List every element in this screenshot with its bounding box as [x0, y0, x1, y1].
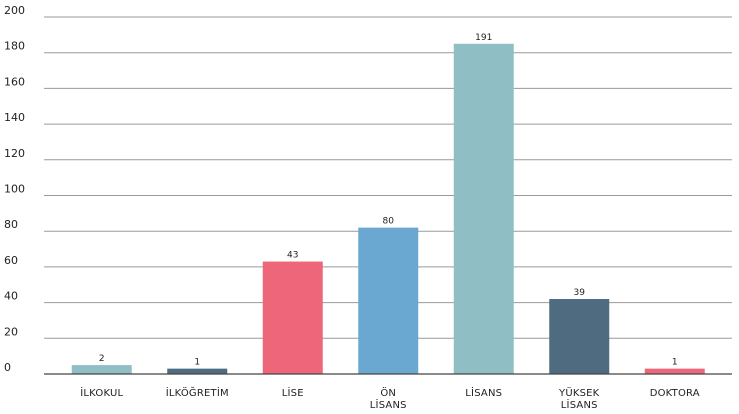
x-category-label: İLKOKUL: [80, 386, 123, 399]
y-axis-tick-labels: 0 20 40 60 80 100 120 140 160 180 200: [4, 4, 25, 374]
y-tick-label: 0: [4, 361, 11, 374]
y-tick-label: 120: [4, 147, 25, 160]
bar-value-label: 43: [287, 251, 298, 261]
bar-value-label: 191: [475, 33, 492, 43]
bar-value-label: 2: [99, 354, 105, 364]
y-tick-label: 20: [4, 325, 18, 338]
y-tick-label: 100: [4, 183, 25, 196]
x-category-label: YÜKSEK LİSANS: [558, 386, 600, 411]
bar: [167, 368, 228, 374]
y-tick-label: 180: [4, 40, 25, 53]
bar-value-label: 1: [194, 358, 200, 368]
x-category-label: İLKÖĞRETİM: [166, 386, 229, 399]
bar-value-label: 1: [672, 358, 678, 368]
bars: [71, 43, 705, 375]
y-tick-label: 80: [4, 218, 18, 231]
bar: [358, 227, 419, 374]
y-tick-label: 200: [4, 4, 25, 17]
x-category-label: ÖN LİSANS: [370, 386, 407, 411]
x-category-label: DOKTORA: [650, 388, 700, 399]
y-tick-label: 160: [4, 75, 25, 88]
bar-value-label: 39: [574, 288, 586, 298]
gridlines: [44, 16, 732, 339]
bar: [549, 299, 610, 374]
bar: [262, 261, 323, 374]
bar: [453, 43, 514, 375]
y-tick-label: 140: [4, 111, 25, 124]
x-axis-category-labels: İLKOKUL İLKÖĞRETİM LİSE ÖN LİSANS LİSANS YÜKSE…: [80, 386, 700, 411]
bar: [644, 368, 705, 374]
bar: [71, 365, 132, 374]
y-tick-label: 60: [4, 254, 18, 267]
data-labels: 2 1 43 80 191 39 1: [99, 33, 678, 368]
y-tick-label: 40: [4, 290, 18, 303]
bar-value-label: 80: [383, 217, 395, 227]
x-category-label: LİSE: [282, 386, 304, 399]
x-category-label: LİSANS: [465, 386, 502, 399]
